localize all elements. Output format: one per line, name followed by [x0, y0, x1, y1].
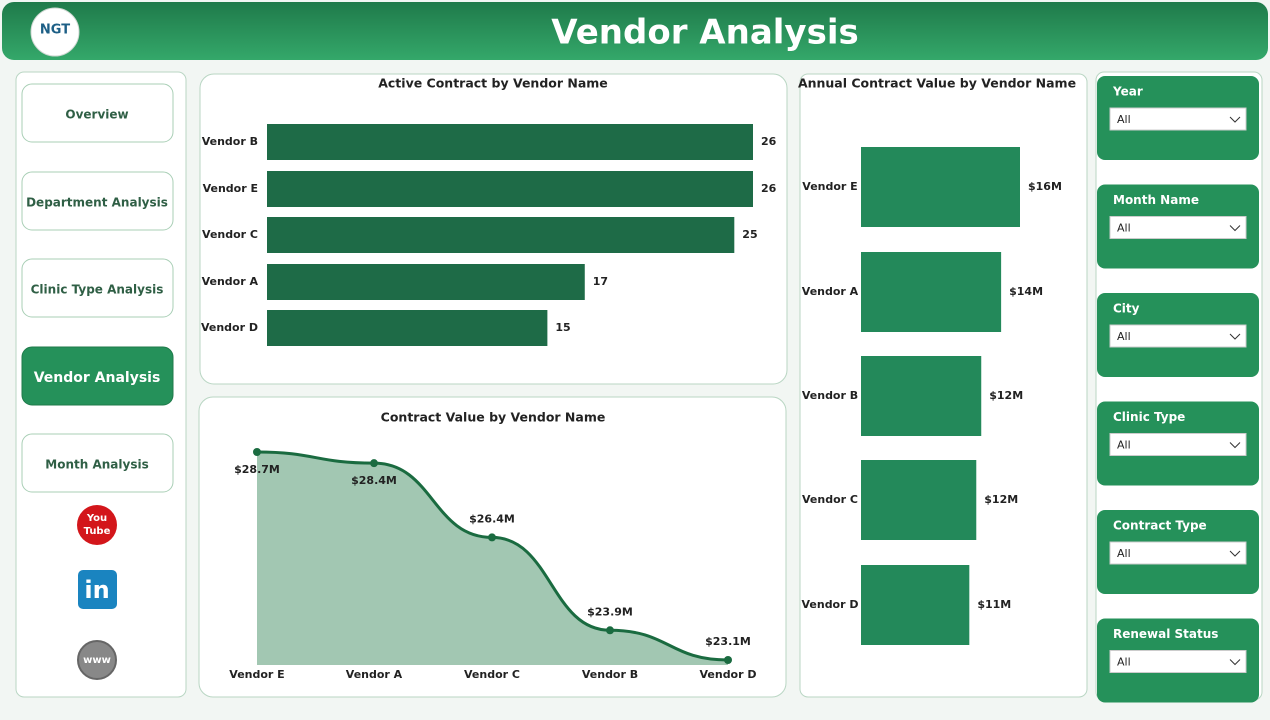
filter-value: All	[1117, 222, 1131, 235]
filter-dropdown[interactable]	[1109, 324, 1247, 348]
linkedin-icon[interactable]	[78, 570, 117, 609]
filter-label: Month Name	[1113, 193, 1199, 207]
nav-label: Vendor Analysis	[34, 370, 161, 386]
logo-text: NGT	[40, 23, 70, 38]
filter-value: All	[1117, 330, 1131, 343]
category-label: Vendor B	[802, 389, 858, 402]
youtube-text: You	[86, 513, 107, 524]
web-icon[interactable]	[77, 640, 117, 680]
data-label: $12M	[984, 493, 1018, 506]
nav-button[interactable]	[21, 83, 174, 143]
category-label: Vendor D	[801, 598, 858, 611]
dropdown-arrow	[1229, 550, 1241, 557]
logo	[30, 7, 80, 57]
filter-dropdown[interactable]	[1109, 433, 1247, 456]
page-title: Vendor Analysis	[551, 13, 858, 53]
category-label: Vendor E	[203, 182, 258, 195]
filter-value: All	[1117, 439, 1131, 452]
bar	[267, 217, 735, 253]
data-label: $23.9M	[587, 605, 633, 618]
nav-button[interactable]	[21, 346, 174, 406]
data-label: $28.7M	[234, 463, 280, 476]
category-label: Vendor B	[582, 668, 638, 681]
data-label: $28.4M	[351, 474, 397, 487]
category-label: Vendor C	[802, 493, 858, 506]
point	[370, 459, 378, 468]
filter-dropdown[interactable]	[1109, 216, 1247, 239]
bar	[861, 356, 982, 436]
nav-button[interactable]	[21, 171, 174, 231]
bar	[861, 147, 1020, 227]
bar	[861, 460, 977, 540]
header-bar	[2, 2, 1268, 60]
chart-title: Active Contract by Vendor Name	[378, 76, 608, 91]
filter-dropdown[interactable]	[1109, 107, 1247, 131]
bar	[267, 171, 753, 207]
nav-label: Department Analysis	[26, 196, 168, 210]
point	[606, 626, 614, 635]
area	[257, 452, 728, 665]
data-label: 26	[761, 182, 777, 195]
nav-label: Clinic Type Analysis	[31, 283, 164, 297]
bar	[861, 565, 970, 645]
nav-button[interactable]	[21, 258, 174, 318]
youtube-text: Tube	[84, 526, 111, 537]
category-label: Vendor C	[202, 228, 258, 241]
dropdown-arrow	[1229, 442, 1241, 449]
nav-label: Overview	[65, 108, 128, 122]
dropdown-arrow	[1229, 659, 1241, 666]
filter-label: Clinic Type	[1113, 410, 1185, 424]
filter-value: All	[1117, 656, 1131, 669]
category-label: Vendor B	[202, 135, 258, 148]
data-label: $26.4M	[469, 512, 515, 525]
filter-label: Contract Type	[1113, 519, 1207, 533]
data-label: $23.1M	[705, 635, 751, 648]
point	[488, 533, 496, 542]
nav-button[interactable]	[21, 433, 174, 493]
data-label: 26	[761, 135, 777, 148]
chart-title: Contract Value by Vendor Name	[381, 410, 606, 425]
filter-value: All	[1117, 547, 1131, 560]
category-label: Vendor A	[346, 668, 403, 681]
bar	[267, 264, 585, 300]
filter-label: Year	[1112, 85, 1143, 99]
chart-title: Annual Contract Value by Vendor Name	[798, 76, 1076, 91]
category-label: Vendor A	[202, 275, 259, 288]
data-label: $11M	[977, 598, 1011, 611]
category-label: Vendor E	[229, 668, 284, 681]
data-label: 15	[555, 321, 570, 334]
bar	[267, 124, 753, 160]
dropdown-arrow	[1229, 116, 1241, 123]
filter-label: City	[1113, 302, 1140, 316]
filter-label: Renewal Status	[1113, 627, 1218, 641]
linkedin-text: in	[84, 576, 109, 604]
filter-panel	[1095, 71, 1263, 701]
data-label: $14M	[1009, 285, 1043, 298]
filter-value: All	[1117, 113, 1131, 126]
filter-dropdown[interactable]	[1109, 650, 1247, 673]
youtube-icon[interactable]	[77, 505, 117, 545]
point	[253, 448, 261, 456]
category-label: Vendor E	[802, 180, 857, 193]
dropdown-arrow	[1229, 333, 1241, 340]
data-label: 17	[593, 275, 608, 288]
point	[724, 656, 732, 664]
dropdown-arrow	[1229, 225, 1241, 232]
category-label: Vendor C	[464, 668, 520, 681]
data-label: 25	[742, 228, 757, 241]
nav-label: Month Analysis	[45, 458, 148, 472]
web-text: www	[83, 655, 111, 666]
data-label: $16M	[1028, 180, 1062, 193]
bar	[861, 252, 1002, 332]
bar	[267, 310, 548, 346]
category-label: Vendor A	[802, 285, 859, 298]
filter-dropdown[interactable]	[1109, 541, 1247, 565]
data-label: $12M	[989, 389, 1023, 402]
category-label: Vendor D	[699, 668, 756, 681]
category-label: Vendor D	[201, 321, 258, 334]
